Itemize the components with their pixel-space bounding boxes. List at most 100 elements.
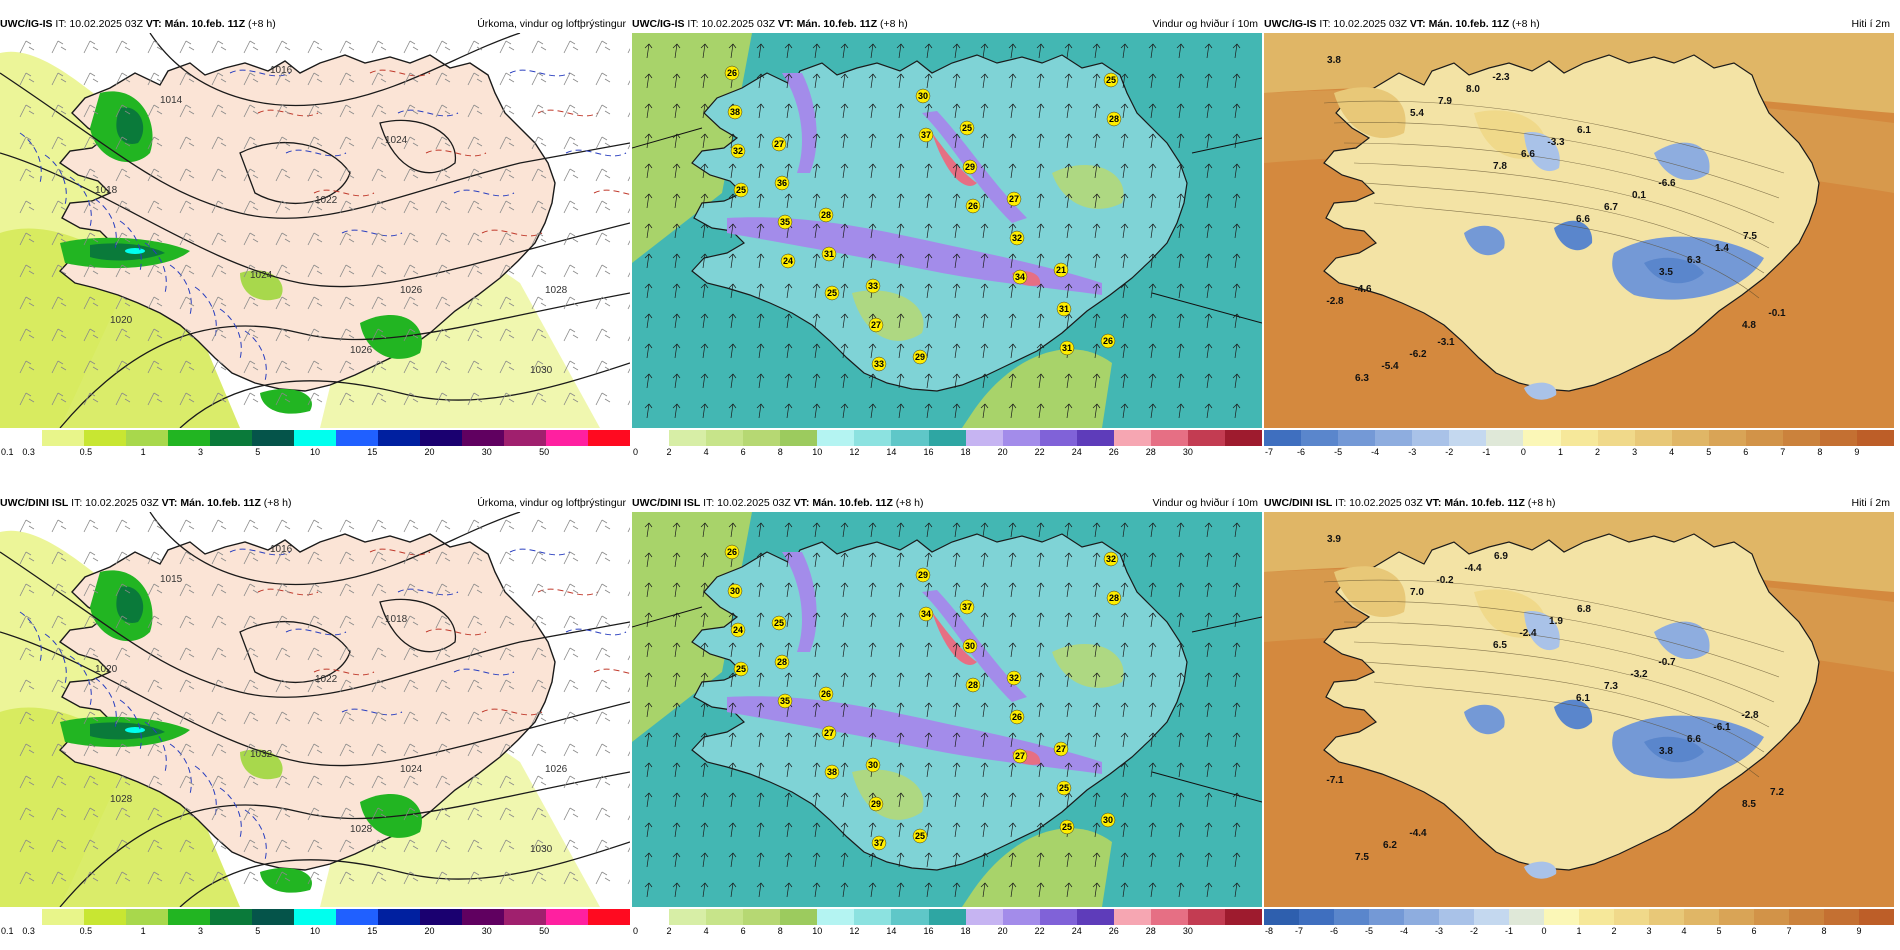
wind-barb [435,711,451,725]
wind-arrow [952,822,961,838]
wind-arrow [896,313,905,329]
wind-arrow [1036,223,1045,239]
legend-tick-label: 5 [1706,447,1712,457]
wind-arrow [1036,762,1045,778]
wind-barb [51,839,67,853]
wind-barb [115,40,131,54]
wind-barb [307,743,323,757]
wind-barb [19,392,35,406]
wind-arrow [1008,313,1017,329]
wind-barb [371,104,387,118]
wind-barb [211,871,227,885]
valid-time: VT: Mán. 10.feb. 11Z [161,497,261,509]
wind-arrow [1176,373,1185,389]
wind-arrow [1232,193,1241,209]
legend-tick-label: 1 [1557,447,1563,457]
wind-arrow [756,283,765,299]
wind-barb [339,136,355,150]
legend-swatch [1002,430,1040,446]
legend-tick-label: 22 [1034,447,1045,457]
wind-label-marker [1106,111,1122,127]
wind-speed-label: 34 [921,609,931,619]
wind-arrow [1008,103,1017,119]
wind-area [727,696,1102,774]
wind-arrow [868,582,877,598]
wind-barb [179,168,195,182]
wind-arrow [1064,403,1073,419]
wind-arrow [1176,313,1185,329]
legend-tick-label: 8 [777,926,783,936]
wind-arrow [952,253,961,269]
wind-barb [19,551,35,565]
wind-barb [179,136,195,150]
legend-swatch [294,909,336,925]
wind-barb [627,112,630,118]
wind-arrow [1176,582,1185,598]
wind-arrow [700,882,709,898]
wind-barb [435,775,451,789]
wind-barb [403,168,419,182]
wind-arrow [1204,193,1213,209]
wind-barb [499,519,515,533]
legend-tick-label: -5 [1364,926,1374,936]
wind-arrow [980,792,989,808]
wind-barb [179,871,195,885]
legend-tick-label: 15 [367,447,378,457]
wind-speed-label: 25 [1062,822,1072,832]
temperature-value-label: 4.8 [1742,320,1756,331]
wind-arrow [868,612,877,628]
temperature-contour [481,708,543,716]
wind-arrow [1036,582,1045,598]
wind-barb [179,775,195,789]
wind-barb [275,871,291,885]
wind-arrow [1092,193,1101,209]
legend-swatch [1375,430,1413,446]
wind-barb [371,743,387,757]
wind-arrow [728,642,737,658]
legend-tick-label: -3 [1408,447,1417,457]
wind-barb [115,360,131,374]
wind-arrow [672,732,681,748]
wind-barb [51,168,67,182]
wind-arrow [700,792,709,808]
wind-speed-label: 27 [774,139,784,149]
wind-arrow [840,103,849,119]
wind-arrow [672,792,681,808]
wind-arrow [1176,223,1185,239]
wind-arrow [980,193,989,209]
wind-label-marker [965,677,981,693]
temperature-contour [1343,142,1775,224]
wind-arrow [1204,343,1213,359]
wind-arrow [700,642,709,658]
wind-speed-label: 26 [1103,336,1113,346]
legend-tick-label: 0.5 [79,926,93,936]
wind-arrow [980,133,989,149]
wind-barb [339,679,355,693]
legend-tick-label: 14 [886,926,897,936]
wind-arrow [728,612,737,628]
temperature-contour [509,548,571,556]
legend-ticks: -7 -6 -5 -4 -3 -2 -1 0 1 2 3 4 5 6 7 8 9 [1264,447,1894,461]
wind-arrow [728,223,737,239]
wind-label-marker [962,159,978,175]
wind-arrow [1120,552,1129,568]
wind-arrow [952,103,961,119]
wind-speed-label: 27 [1009,194,1019,204]
wind-arrow [644,852,653,868]
pressure-label: 1014 [160,95,183,106]
wind-arrow [1204,133,1213,149]
wind-arrow [728,193,737,209]
wind-arrow [812,702,821,718]
wind-arrow [980,882,989,898]
wind-arrow [1204,792,1213,808]
wind-arrow [728,522,737,538]
wind-barb [499,647,515,661]
wind-arrow [728,373,737,389]
wind-arrow [1036,522,1045,538]
legend-tick-label: -7 [1265,447,1274,457]
wind-arrow [700,283,709,299]
isobar-line [379,598,456,653]
wind-arrow [1092,582,1101,598]
wind-label-marker [1009,709,1025,725]
wind-barb [627,655,630,661]
